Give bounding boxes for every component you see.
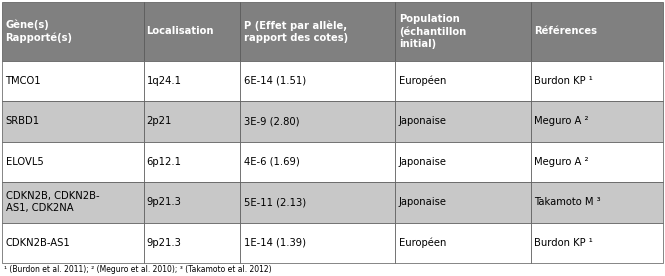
Text: 6E-14 (1.51): 6E-14 (1.51) xyxy=(244,76,306,86)
Text: 1q24.1: 1q24.1 xyxy=(146,76,182,86)
Bar xyxy=(2,61,144,101)
Bar xyxy=(240,222,395,263)
Text: CDKN2B, CDKN2B-
AS1, CDK2NA: CDKN2B, CDKN2B- AS1, CDK2NA xyxy=(5,191,99,213)
Text: Takamoto M ³: Takamoto M ³ xyxy=(534,197,600,207)
Text: Japonaise: Japonaise xyxy=(399,116,447,126)
Bar xyxy=(2,2,144,61)
Bar xyxy=(395,2,531,61)
Text: Burdon KP ¹: Burdon KP ¹ xyxy=(534,76,593,86)
Text: Japonaise: Japonaise xyxy=(399,157,447,167)
Bar xyxy=(144,61,240,101)
Text: Européen: Européen xyxy=(399,238,446,248)
Bar xyxy=(2,142,144,182)
Bar xyxy=(395,142,531,182)
Bar xyxy=(144,2,240,61)
Bar xyxy=(395,101,531,142)
Text: 6p12.1: 6p12.1 xyxy=(146,157,182,167)
Bar xyxy=(240,2,395,61)
Bar xyxy=(531,182,663,222)
Bar xyxy=(144,222,240,263)
Text: Références: Références xyxy=(534,26,597,36)
Bar xyxy=(240,182,395,222)
Bar xyxy=(531,222,663,263)
Text: 9p21.3: 9p21.3 xyxy=(146,238,182,248)
Bar xyxy=(531,101,663,142)
Text: ¹ (Burdon et al. 2011); ² (Meguro et al. 2010); ³ (Takamoto et al. 2012): ¹ (Burdon et al. 2011); ² (Meguro et al.… xyxy=(4,266,271,275)
Text: Gène(s)
Rapporté(s): Gène(s) Rapporté(s) xyxy=(5,20,72,43)
Text: CDKN2B-AS1: CDKN2B-AS1 xyxy=(5,238,70,248)
Text: Burdon KP ¹: Burdon KP ¹ xyxy=(534,238,593,248)
Text: Européen: Européen xyxy=(399,76,446,86)
Text: Japonaise: Japonaise xyxy=(399,197,447,207)
Text: 9p21.3: 9p21.3 xyxy=(146,197,182,207)
Bar xyxy=(531,2,663,61)
Bar xyxy=(2,101,144,142)
Bar xyxy=(240,142,395,182)
Text: 4E-6 (1.69): 4E-6 (1.69) xyxy=(244,157,300,167)
Text: 5E-11 (2.13): 5E-11 (2.13) xyxy=(244,197,306,207)
Bar xyxy=(144,101,240,142)
Text: Meguro A ²: Meguro A ² xyxy=(534,116,589,126)
Text: Meguro A ²: Meguro A ² xyxy=(534,157,589,167)
Bar xyxy=(531,61,663,101)
Text: Population
(échantillon
initial): Population (échantillon initial) xyxy=(399,14,466,49)
Bar xyxy=(240,61,395,101)
Bar xyxy=(144,142,240,182)
Text: P (Effet par allèle,
rapport des cotes): P (Effet par allèle, rapport des cotes) xyxy=(244,20,348,43)
Bar xyxy=(531,142,663,182)
Text: Localisation: Localisation xyxy=(146,26,214,36)
Text: TMCO1: TMCO1 xyxy=(5,76,41,86)
Bar xyxy=(395,182,531,222)
Bar xyxy=(2,222,144,263)
Bar xyxy=(395,222,531,263)
Bar xyxy=(240,101,395,142)
Bar xyxy=(395,61,531,101)
Text: 2p21: 2p21 xyxy=(146,116,172,126)
Bar xyxy=(144,182,240,222)
Text: 3E-9 (2.80): 3E-9 (2.80) xyxy=(244,116,299,126)
Bar xyxy=(2,182,144,222)
Text: 1E-14 (1.39): 1E-14 (1.39) xyxy=(244,238,306,248)
Text: ELOVL5: ELOVL5 xyxy=(5,157,43,167)
Text: SRBD1: SRBD1 xyxy=(5,116,40,126)
